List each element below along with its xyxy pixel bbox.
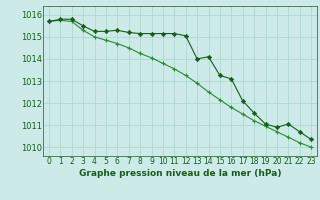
X-axis label: Graphe pression niveau de la mer (hPa): Graphe pression niveau de la mer (hPa): [79, 169, 281, 178]
